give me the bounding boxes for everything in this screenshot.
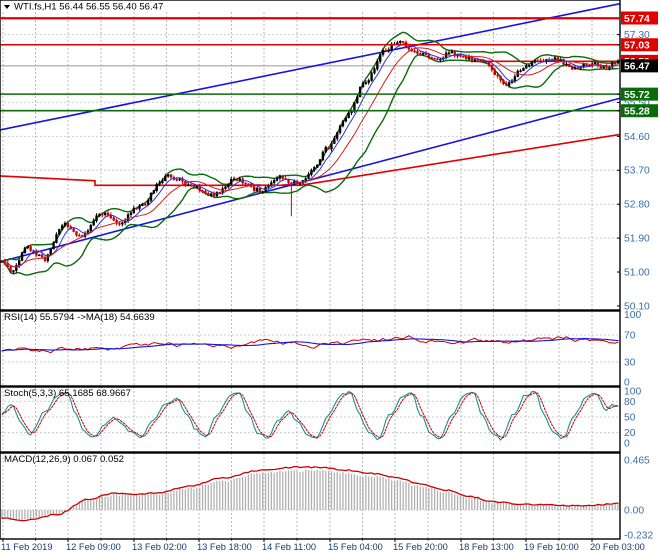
svg-text:-0.232: -0.232 (624, 530, 653, 541)
svg-text:0.465: 0.465 (624, 455, 650, 466)
svg-text:15 Feb 20:00: 15 Feb 20:00 (393, 542, 448, 552)
svg-text:57.74: 57.74 (624, 14, 650, 25)
svg-text:15 Feb 04:00: 15 Feb 04:00 (328, 542, 383, 552)
svg-text:20 Feb 03:00: 20 Feb 03:00 (590, 542, 645, 552)
svg-text:13 Feb 18:00: 13 Feb 18:00 (197, 542, 252, 552)
svg-text:20: 20 (624, 428, 636, 439)
svg-text:55.28: 55.28 (624, 107, 650, 118)
svg-text:51.00: 51.00 (624, 267, 650, 278)
svg-text:13 Feb 02:00: 13 Feb 02:00 (132, 542, 187, 552)
svg-text:100: 100 (624, 386, 641, 397)
svg-text:30: 30 (624, 357, 636, 368)
svg-text:53.70: 53.70 (624, 166, 650, 177)
svg-text:57.03: 57.03 (624, 41, 650, 52)
svg-text:RSI(14) 55.5794 ->MA(18) 54.6: RSI(14) 55.5794 ->MA(18) 54.6639 (4, 312, 155, 323)
svg-text:12 Feb 09:00: 12 Feb 09:00 (66, 542, 121, 552)
svg-text:11 Feb 2019: 11 Feb 2019 (1, 542, 53, 552)
svg-text:14 Feb 11:00: 14 Feb 11:00 (262, 542, 316, 552)
svg-text:100: 100 (624, 310, 641, 321)
svg-text:54.60: 54.60 (624, 132, 650, 143)
svg-text:Stoch(5,3,3) 65.1685 68.9667: Stoch(5,3,3) 65.1685 68.9667 (4, 388, 131, 399)
svg-text:WTI.fs,H1 56.44 56.55 56.40 5: WTI.fs,H1 56.44 56.55 56.40 56.47 (14, 2, 163, 13)
svg-text:MACD(12,26,9) 0.067 0.052: MACD(12,26,9) 0.067 0.052 (4, 454, 124, 465)
svg-text:19 Feb 10:00: 19 Feb 10:00 (524, 542, 579, 552)
svg-text:51.90: 51.90 (624, 234, 650, 245)
svg-text:56.47: 56.47 (624, 62, 650, 73)
svg-text:52.80: 52.80 (624, 200, 650, 211)
svg-text:50: 50 (624, 412, 636, 423)
svg-text:70: 70 (624, 330, 636, 341)
svg-text:0.00: 0.00 (624, 505, 644, 516)
svg-text:18 Feb 13:00: 18 Feb 13:00 (459, 542, 514, 552)
svg-text:0: 0 (624, 438, 630, 449)
svg-text:80: 80 (624, 397, 636, 408)
